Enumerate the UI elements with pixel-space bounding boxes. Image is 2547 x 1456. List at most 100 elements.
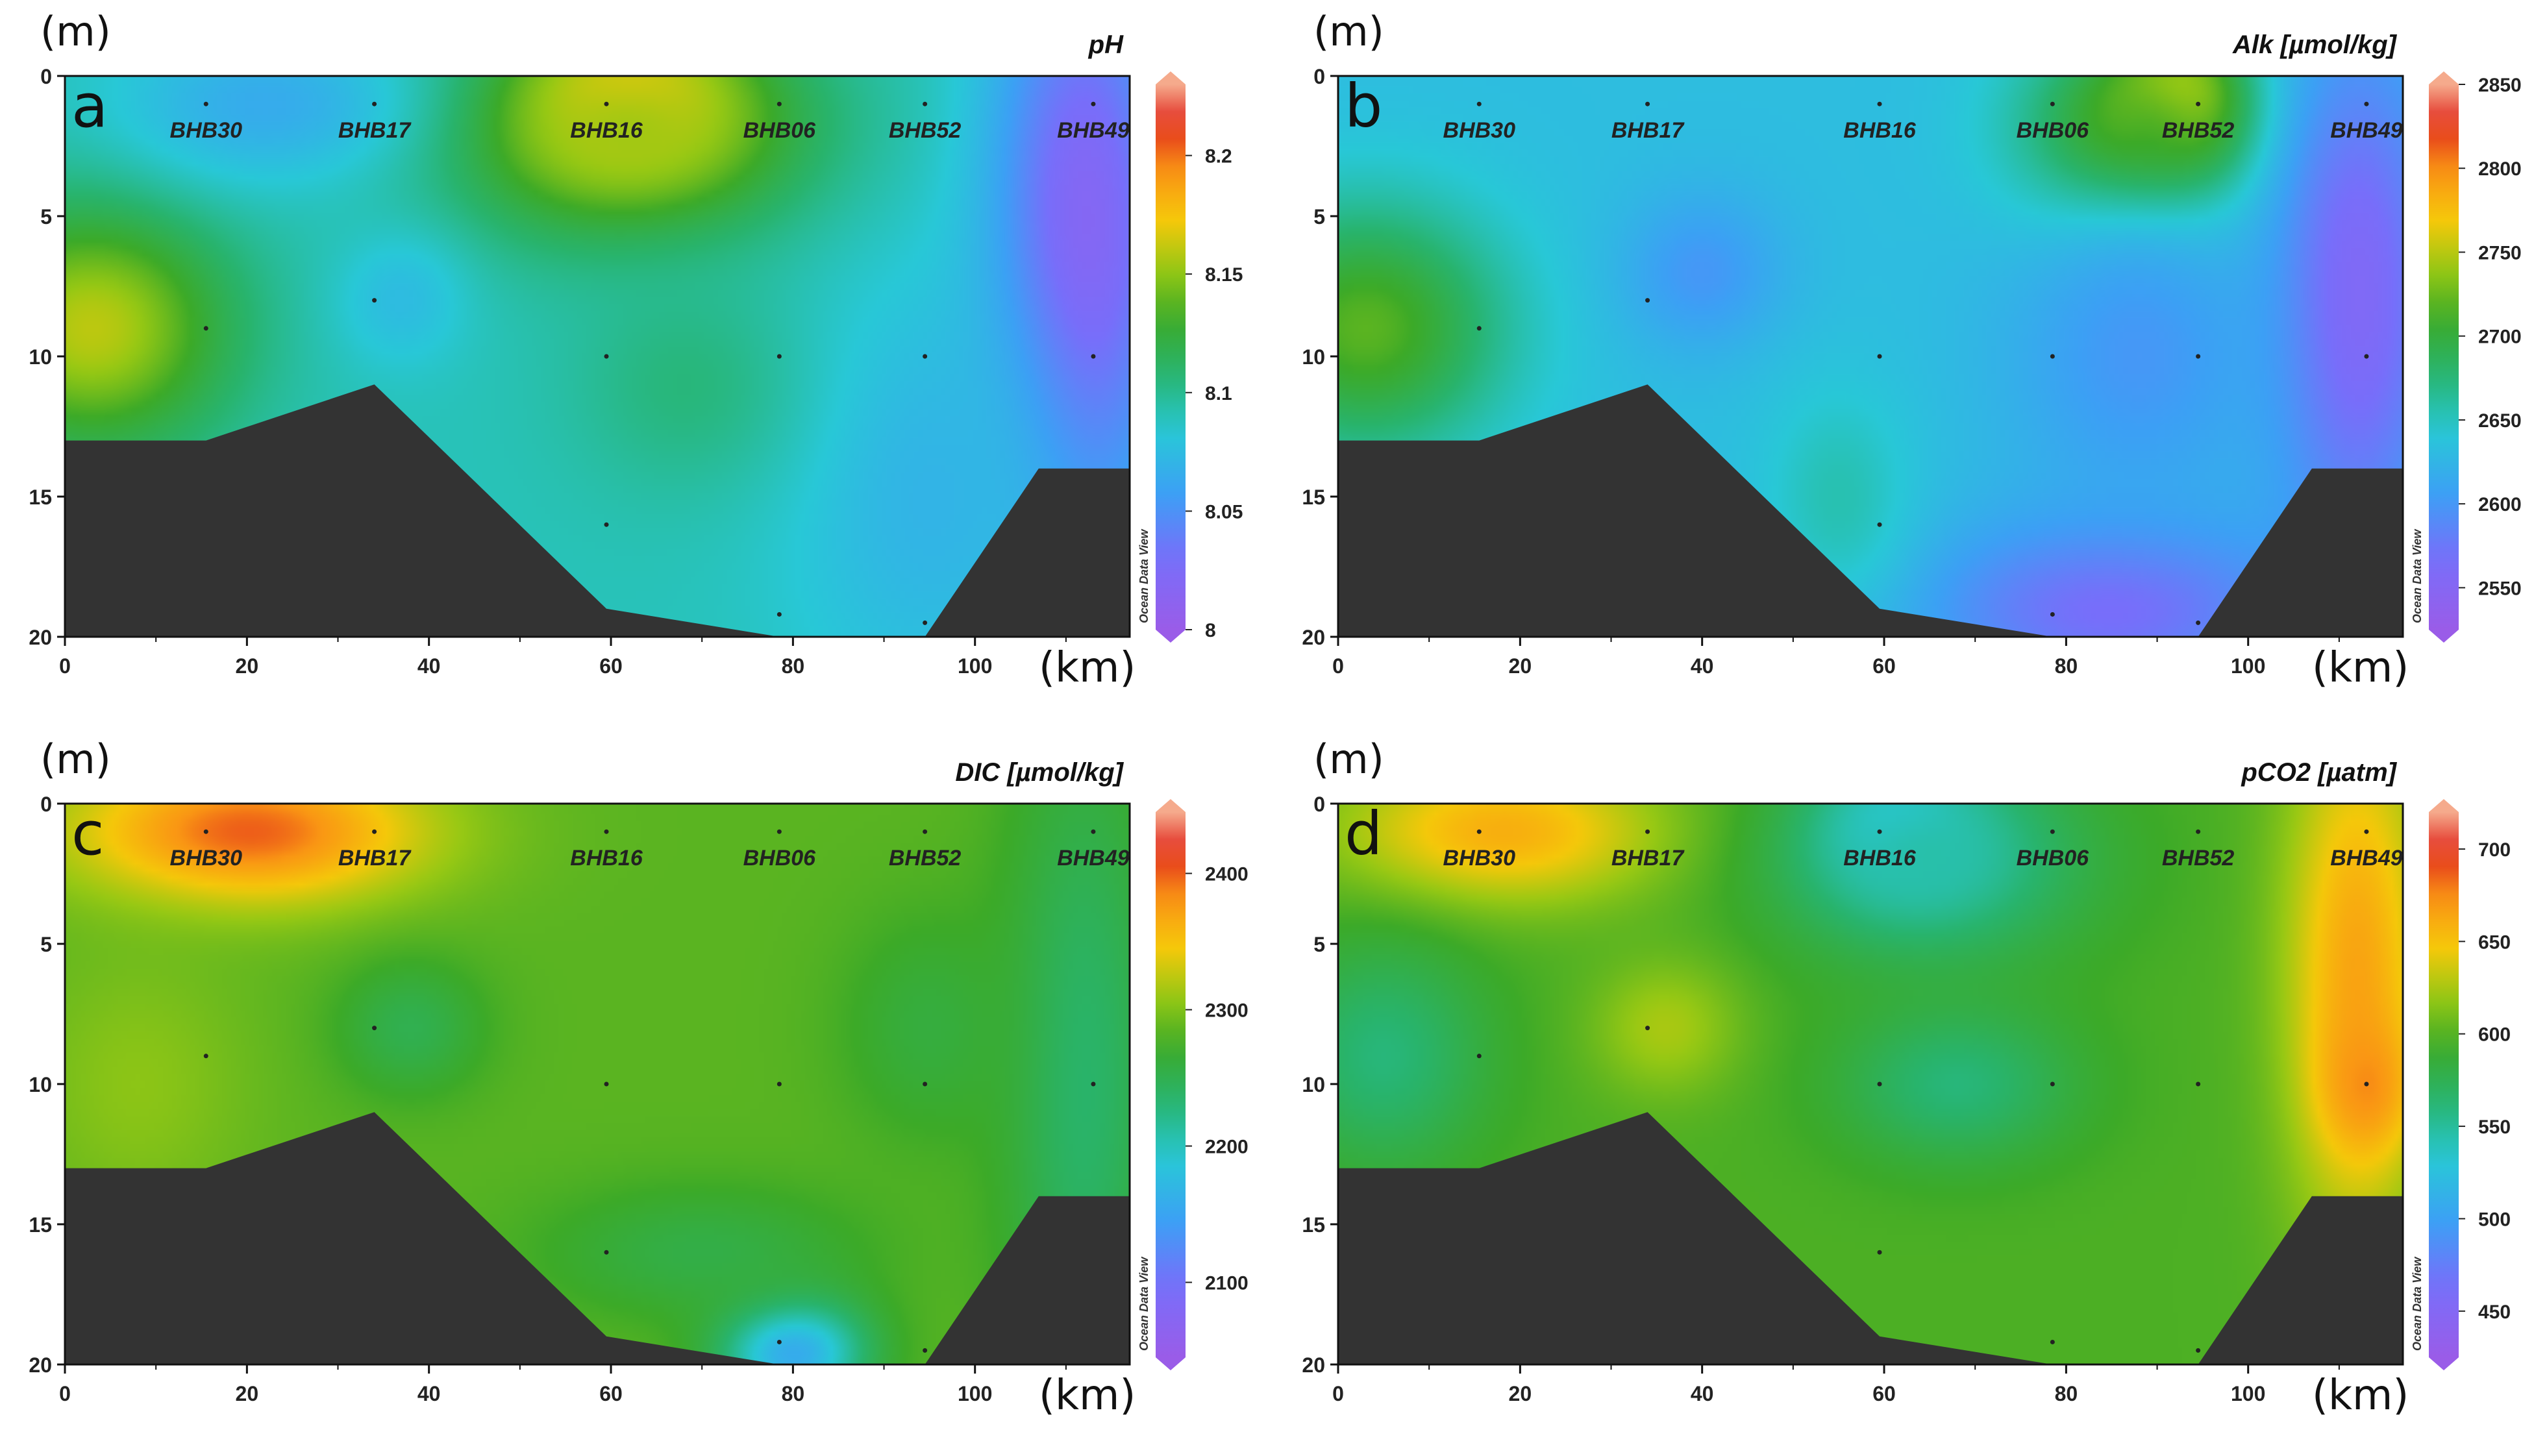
y-tick-label: 0 <box>40 793 52 816</box>
panel-letter: c <box>71 799 105 869</box>
colorbar <box>1156 812 1186 1357</box>
station-label: BHB52 <box>889 846 962 870</box>
y-tick-label: 10 <box>1302 1073 1325 1096</box>
y-tick-label: 5 <box>1313 933 1325 956</box>
colorbar-tick-label: 2400 <box>1205 864 1249 885</box>
y-tick-label: 0 <box>40 65 52 88</box>
x-tick-label: 100 <box>958 1382 992 1405</box>
station-label: BHB17 <box>338 846 412 870</box>
colorbar-tick-label: 2200 <box>1205 1137 1249 1158</box>
y-tick-label: 10 <box>29 345 52 369</box>
y-tick-label: 15 <box>29 1213 52 1237</box>
sample-point <box>2050 829 2055 834</box>
sample-point <box>777 1339 782 1344</box>
seafloor-bathymetry <box>65 1112 1130 1364</box>
colorbar-tick-label: 2550 <box>2478 578 2522 599</box>
x-tick-label: 60 <box>1872 654 1896 678</box>
sample-point <box>1877 1081 1882 1087</box>
y-tick-label: 15 <box>1302 1213 1325 1237</box>
station-label: BHB17 <box>338 118 412 143</box>
colorbar-top-arrow <box>1156 71 1186 84</box>
panel-c-dic: BHB30 BHB17 BHB16 BHB06 BHB52 BHB49 0 20 40 60 80 1… <box>0 728 1273 1455</box>
y-tick-label: 5 <box>40 933 52 956</box>
x-tick-label: 0 <box>59 654 71 678</box>
colorbar <box>2429 84 2459 630</box>
colorbar-tick-label: 2700 <box>2478 327 2522 348</box>
x-tick-label: 40 <box>417 1382 441 1405</box>
x-tick-label: 40 <box>1691 654 1714 678</box>
y-tick-label: 20 <box>1302 626 1325 649</box>
colorbar-bottom-arrow <box>1156 630 1186 643</box>
colorbar-tick-label: 2650 <box>2478 410 2522 432</box>
x-tick-label: 100 <box>2231 1382 2265 1405</box>
x-tick-label: 80 <box>2055 1382 2078 1405</box>
variable-title: pH <box>1088 31 1124 59</box>
colorbar-tick-label: 2750 <box>2478 242 2522 264</box>
station-label: BHB17 <box>1611 846 1685 870</box>
station-label: BHB06 <box>743 846 817 870</box>
sample-point <box>372 298 377 303</box>
x-tick-label: 80 <box>2055 654 2078 678</box>
station-label: BHB49 <box>2330 846 2403 870</box>
station-label: BHB52 <box>889 118 962 143</box>
x-tick-label: 0 <box>59 1382 71 1405</box>
x-tick-label: 40 <box>417 654 441 678</box>
x-tick-label: 20 <box>236 654 259 678</box>
sample-point <box>777 1081 782 1087</box>
colorbar-bottom-arrow <box>1156 1357 1186 1370</box>
colorbar-tick-label: 600 <box>2478 1024 2511 1046</box>
colorbar-tick-label: 8 <box>1205 620 1216 641</box>
sample-point <box>2050 1081 2055 1087</box>
x-tick-label: 80 <box>782 654 805 678</box>
panel-letter: b <box>1345 71 1382 141</box>
panel-d-svg: BHB30 BHB17 BHB16 BHB06 BHB52 BHB49 0 20 40 60 80 1… <box>1302 735 2511 1420</box>
colorbar <box>2429 812 2459 1357</box>
colorbar-tick-label: 700 <box>2478 839 2511 861</box>
station-label: BHB30 <box>1443 846 1516 870</box>
y-tick-label: 0 <box>1313 65 1325 88</box>
colorbar-top-arrow <box>1156 799 1186 812</box>
sample-point <box>1877 1250 1882 1255</box>
sample-point <box>2196 620 2201 625</box>
y-tick-label: 5 <box>40 205 52 228</box>
sample-point <box>2364 829 2369 834</box>
colorbar-tick-label: 2850 <box>2478 75 2522 96</box>
y-axis-unit: (m) <box>40 8 111 55</box>
sample-point <box>777 354 782 359</box>
y-axis-unit: (m) <box>1313 8 1384 55</box>
sample-point <box>604 354 609 359</box>
station-label: BHB17 <box>1611 118 1685 143</box>
variable-title: pCO2 [µatm] <box>2241 758 2397 787</box>
y-tick-label: 20 <box>29 626 52 649</box>
colorbar-bottom-arrow <box>2429 630 2459 643</box>
sample-point <box>923 1348 928 1353</box>
sample-point <box>1877 829 1882 834</box>
sample-point <box>604 101 609 106</box>
odv-watermark: Ocean Data View <box>2411 529 2424 623</box>
station-label: BHB52 <box>2162 118 2235 143</box>
sample-point <box>203 829 208 834</box>
station-label: BHB49 <box>1057 846 1130 870</box>
x-tick-label: 40 <box>1691 1382 1714 1405</box>
x-axis-unit: (km) <box>1039 644 1136 692</box>
sample-point <box>777 101 782 106</box>
variable-title: Alk [µmol/kg] <box>2232 31 2398 59</box>
sample-point <box>1476 101 1482 106</box>
y-axis-unit: (m) <box>40 735 111 783</box>
sample-point <box>2196 1081 2201 1087</box>
station-label: BHB16 <box>1843 118 1917 143</box>
variable-title: DIC [µmol/kg] <box>955 758 1124 787</box>
sample-point <box>2050 1339 2055 1344</box>
y-tick-label: 15 <box>1302 486 1325 509</box>
panel-c-svg: BHB30 BHB17 BHB16 BHB06 BHB52 BHB49 0 20 40 60 80 1… <box>29 735 1249 1420</box>
sample-point <box>2364 101 2369 106</box>
colorbar-tick-label: 2300 <box>1205 1000 1249 1022</box>
sample-point <box>923 354 928 359</box>
sample-point <box>1091 829 1096 834</box>
x-tick-label: 100 <box>2231 654 2265 678</box>
colorbar-tick-label: 8.15 <box>1205 264 1243 286</box>
sample-point <box>2050 354 2055 359</box>
sample-point <box>777 829 782 834</box>
sample-point <box>923 620 928 625</box>
station-label: BHB06 <box>2017 846 2090 870</box>
